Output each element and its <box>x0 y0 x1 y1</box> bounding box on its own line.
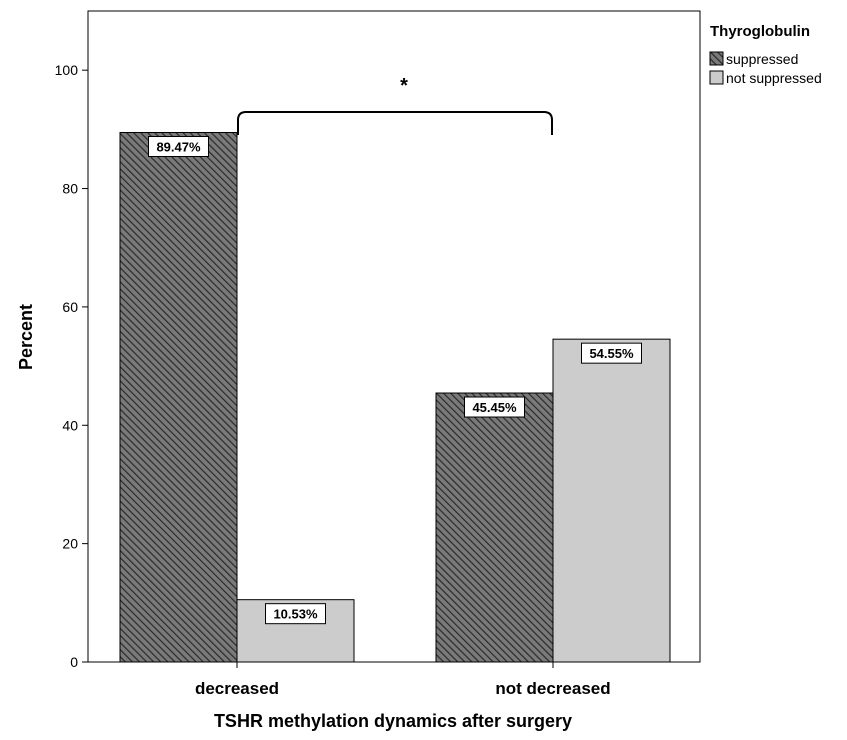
data-label-text: 10.53% <box>273 607 318 622</box>
legend-label: not suppressed <box>726 70 822 86</box>
legend-swatch <box>709 51 724 66</box>
data-label-box <box>148 136 209 158</box>
x-axis: decreased not decreased <box>195 662 611 698</box>
x-tick-label: not decreased <box>495 679 610 698</box>
data-label-text: 54.55% <box>589 346 634 361</box>
data-label: 10.53% <box>265 603 326 625</box>
data-label-text: 89.47% <box>156 140 201 155</box>
data-label: 89.47% <box>148 136 209 158</box>
y-tick-label: 20 <box>62 536 78 552</box>
data-label: 54.55% <box>581 342 642 364</box>
data-label-box <box>464 396 525 418</box>
significance-bracket <box>237 111 553 135</box>
legend-label: suppressed <box>726 51 798 67</box>
y-tick-label: 80 <box>62 181 78 197</box>
bars-group <box>119 132 671 663</box>
data-label-box <box>581 342 642 364</box>
significance-annotation: * <box>237 75 553 135</box>
bar-not-suppressed-not-decreased <box>552 338 671 663</box>
data-label-box <box>265 603 326 625</box>
y-tick-label: 40 <box>62 417 78 433</box>
y-axis-title: Percent <box>16 304 36 370</box>
legend-swatch <box>709 70 724 85</box>
data-label-text: 45.45% <box>472 400 517 415</box>
legend-title: Thyroglobulin <box>710 23 810 40</box>
data-labels-group: 89.47% 10.53% 45.45% 54.55% <box>148 136 642 625</box>
bar-suppressed-decreased <box>119 132 238 663</box>
significance-star: * <box>400 75 408 97</box>
bar-suppressed-not-decreased <box>435 392 554 663</box>
x-axis-title: TSHR methylation dynamics after surgery <box>214 711 572 731</box>
y-tick-label: 60 <box>62 299 78 315</box>
y-tick-label: 100 <box>55 62 79 78</box>
y-tick-label: 0 <box>70 654 78 670</box>
x-tick-label: decreased <box>195 679 279 698</box>
data-label: 45.45% <box>464 396 525 418</box>
legend: Thyroglobulin suppressed not suppressed <box>709 23 822 86</box>
y-axis: 0 20 40 60 80 100 <box>55 62 88 670</box>
